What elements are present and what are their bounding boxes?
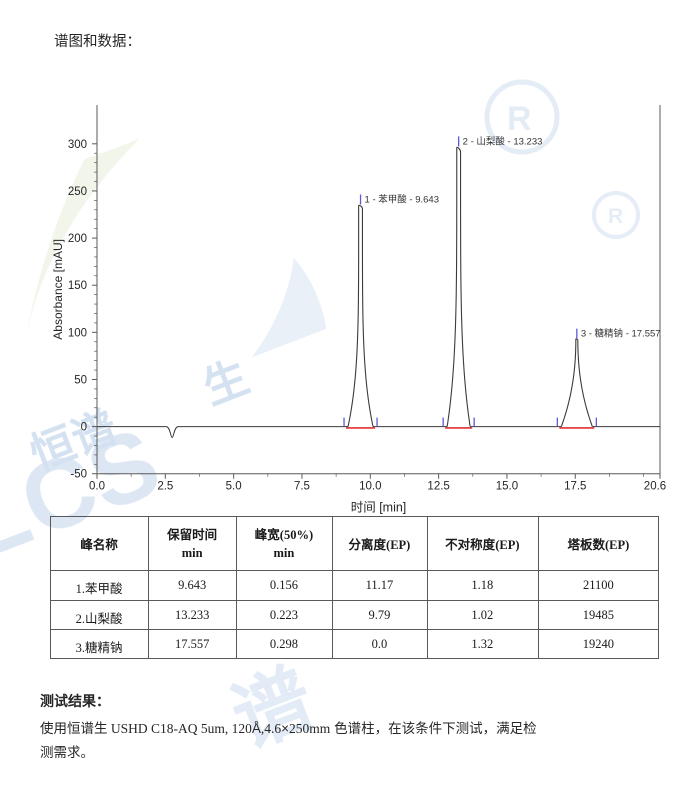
svg-text:5.0: 5.0 <box>226 481 242 493</box>
svg-text:17.5: 17.5 <box>564 481 586 493</box>
svg-text:R: R <box>507 100 532 138</box>
svg-text:300: 300 <box>68 139 87 151</box>
svg-text:150: 150 <box>68 280 87 292</box>
svg-text:0.0: 0.0 <box>89 481 105 493</box>
svg-text:10.0: 10.0 <box>359 481 381 493</box>
svg-text:2.5: 2.5 <box>157 481 173 493</box>
svg-text:2 - 山梨酸 - 13.233: 2 - 山梨酸 - 13.233 <box>463 135 543 147</box>
svg-text:Absorbance [mAU]: Absorbance [mAU] <box>51 239 65 340</box>
svg-text:15.0: 15.0 <box>496 481 518 493</box>
svg-text:3 - 糖精钠 - 17.557: 3 - 糖精钠 - 17.557 <box>581 328 661 340</box>
svg-text:-50: -50 <box>70 469 87 481</box>
svg-text:50: 50 <box>74 374 87 386</box>
svg-text:生: 生 <box>197 352 256 414</box>
svg-text:12.5: 12.5 <box>427 481 449 493</box>
svg-text:200: 200 <box>68 233 87 245</box>
svg-text:100: 100 <box>68 327 87 339</box>
svg-text:7.5: 7.5 <box>294 481 310 493</box>
svg-text:20.6: 20.6 <box>644 481 666 493</box>
svg-text:1 - 苯甲酸 - 9.643: 1 - 苯甲酸 - 9.643 <box>365 194 439 206</box>
svg-text:时间 [min]: 时间 [min] <box>351 501 407 515</box>
svg-text:0: 0 <box>81 422 87 434</box>
svg-text:250: 250 <box>68 186 87 198</box>
svg-text:R: R <box>608 205 623 228</box>
